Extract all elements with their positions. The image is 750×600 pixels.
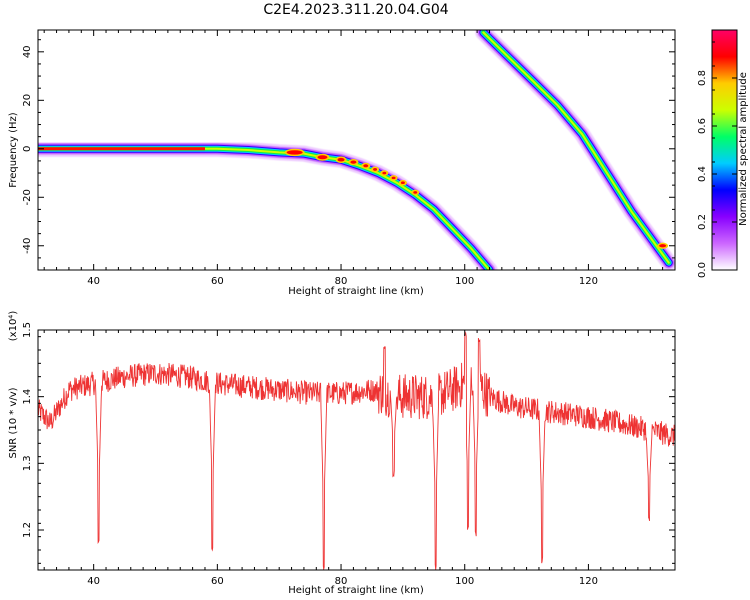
trace-peak	[363, 164, 369, 168]
snr-xlabel: Height of straight line (km)	[288, 585, 424, 596]
snr-series	[38, 331, 675, 570]
spectrogram-xlabel: Height of straight line (km)	[288, 286, 424, 297]
colorbar-label: Normalized spectral amplitude	[738, 72, 749, 226]
colorbar-tick-label: 0.6	[697, 118, 708, 134]
trace-peak	[659, 244, 667, 248]
spectrogram-axes: 40 60 80 100 120 -40 -20 0 20 40	[22, 30, 676, 287]
colorbar-gradient	[711, 29, 738, 271]
snr-frame	[37, 329, 676, 571]
trace-peak	[337, 157, 345, 162]
spec-xtick-label: 60	[211, 276, 224, 287]
spec-ytick-label: -20	[22, 189, 33, 205]
snr-ytick-label: 1.5	[22, 322, 33, 338]
snr-xtick-label: 100	[455, 576, 474, 587]
colorbar-tick-label: 0.4	[697, 166, 708, 182]
trace-peak	[350, 160, 357, 164]
trace-peak	[400, 181, 405, 185]
spec-ytick-label: 0	[22, 146, 33, 152]
spec-ytick-label: -40	[22, 238, 33, 254]
snr-ylabel: SNR (10 * v/v)	[8, 387, 19, 458]
spec-xtick-label: 120	[579, 276, 598, 287]
spec-xtick-label: 40	[87, 276, 100, 287]
snr-plot-area	[38, 330, 675, 570]
snr-line	[38, 331, 675, 570]
trace-peak	[317, 155, 328, 160]
snr-panel: 40 60 80 100 120 1.2 1.3 1.4 1.5 Height of strai…	[8, 311, 676, 596]
spec-ytick-label: 40	[22, 45, 33, 58]
trace-peak	[413, 191, 418, 194]
colorbar-tick-label: 0.8	[697, 70, 708, 86]
spec-ytick-label: 20	[22, 94, 33, 107]
trace-peak	[286, 150, 303, 155]
spectrogram-ylabel: Frequency (Hz)	[8, 112, 19, 188]
snr-multiplier: (x10⁴)	[8, 311, 19, 342]
colorbar-tick-label: 0.0	[697, 262, 708, 278]
snr-xtick-label: 60	[211, 576, 224, 587]
figure-title: C2E4.2023.311.20.04.G04	[263, 2, 448, 18]
colorbar: 0.0 0.2 0.4 0.6 0.8 Normalized spectral ampl…	[697, 29, 749, 278]
spectrogram-panel: 40 60 80 100 120 -40 -20 0 20 40 Height of straig…	[8, 29, 676, 297]
colorbar-tick-label: 0.2	[697, 214, 708, 230]
spec-xtick-label: 80	[335, 276, 348, 287]
snr-xtick-label: 40	[87, 576, 100, 587]
snr-ytick-label: 1.2	[22, 522, 33, 538]
spectrogram-traces	[38, 30, 675, 270]
snr-ytick-label: 1.3	[22, 455, 33, 471]
trace-peak	[373, 167, 378, 171]
trace-peak	[382, 171, 387, 175]
snr-xtick-label: 120	[579, 576, 598, 587]
trace-aliased-trace-layer	[482, 31, 670, 264]
snr-ytick-label: 1.4	[22, 389, 33, 405]
spectrogram-frame	[37, 29, 676, 271]
colorbar-ticks: 0.0 0.2 0.4 0.6 0.8	[697, 41, 737, 278]
trace-peak	[391, 176, 396, 180]
spec-xtick-label: 100	[455, 276, 474, 287]
snr-xtick-label: 80	[335, 576, 348, 587]
snr-axes: 40 60 80 100 120 1.2 1.3 1.4 1.5	[22, 322, 676, 587]
